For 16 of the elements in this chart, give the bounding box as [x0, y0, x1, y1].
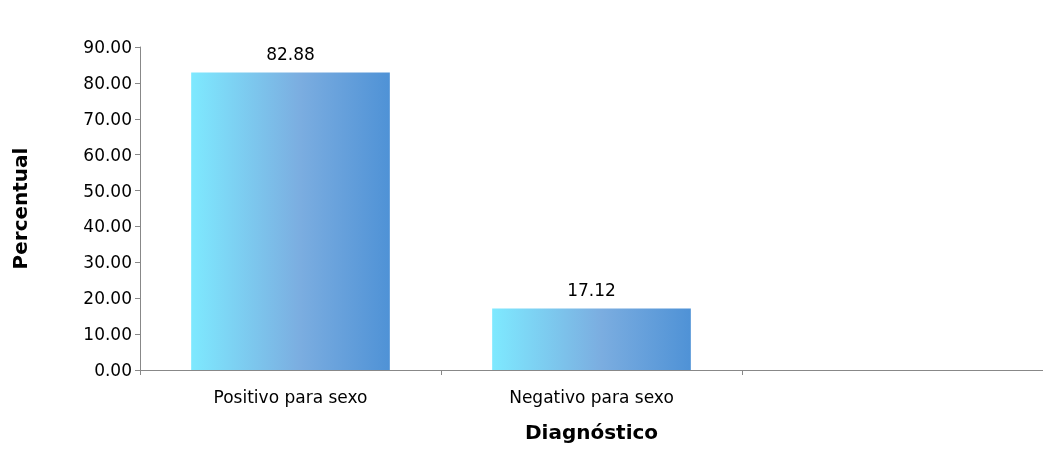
y-tick-label: 50.00 — [83, 180, 132, 201]
y-tick-label: 90.00 — [83, 37, 132, 57]
data-label: 82.88 — [266, 44, 315, 65]
y-tick-label: 30.00 — [83, 252, 132, 273]
y-tick-label: 70.00 — [83, 108, 132, 129]
y-axis-title: Percentual — [8, 147, 32, 270]
y-tick-label: 10.00 — [83, 324, 132, 345]
x-tick-label: Negativo para sexo — [509, 386, 674, 407]
x-axis-title: Diagnóstico — [524, 420, 659, 444]
y-tick-label: 80.00 — [83, 72, 132, 93]
y-tick-label: 40.00 — [83, 216, 132, 237]
x-tick-label: Positivo para sexo — [213, 386, 368, 407]
y-tick-label: 20.00 — [83, 288, 132, 309]
data-label: 17.12 — [567, 280, 616, 301]
y-tick-label: 0.00 — [94, 360, 132, 380]
y-tick-label: 60.00 — [83, 144, 132, 165]
